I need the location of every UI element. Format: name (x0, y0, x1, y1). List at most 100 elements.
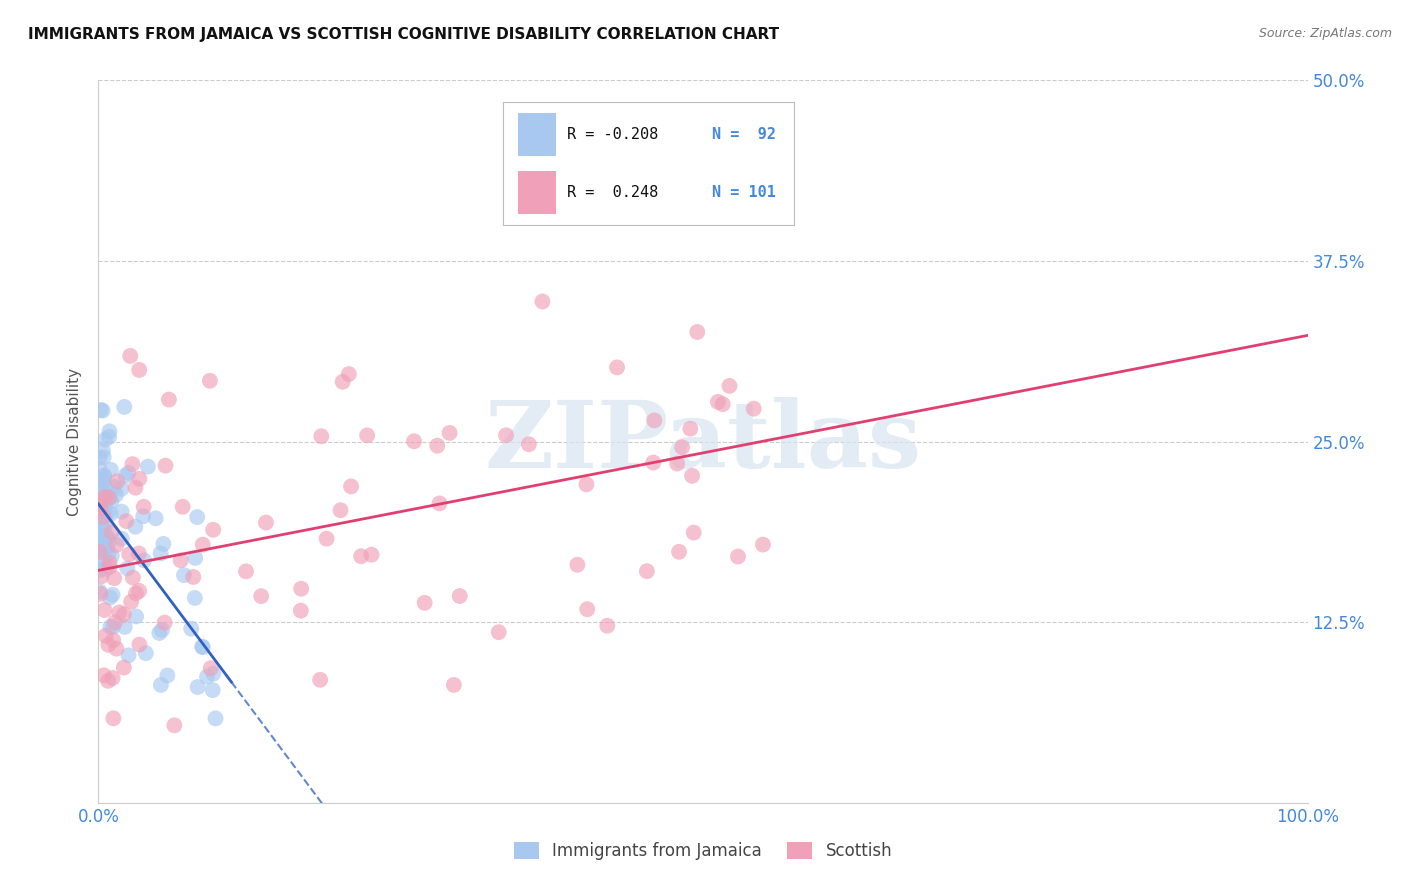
Point (679, 422, 702, 436)
Point (195, 670, 218, 684)
Point (128, 363, 150, 377)
Point (100, 463, 122, 477)
Point (150, 623, 173, 637)
Point (115, 514, 138, 528)
Point (94, 529, 117, 543)
Point (89, 542, 111, 557)
Point (91, 474, 114, 488)
Point (118, 547, 141, 561)
Point (718, 379, 741, 393)
Point (98, 591, 121, 605)
Point (103, 571, 125, 585)
Point (742, 401, 765, 416)
Point (145, 511, 167, 525)
Point (711, 397, 734, 411)
Point (91, 554, 114, 568)
Point (128, 547, 150, 561)
Point (643, 456, 665, 470)
Point (94, 503, 117, 517)
Legend: Immigrants from Jamaica, Scottish: Immigrants from Jamaica, Scottish (508, 835, 898, 867)
Point (426, 439, 449, 453)
Point (290, 604, 312, 618)
Point (125, 609, 148, 624)
Point (156, 668, 179, 682)
Point (517, 437, 540, 451)
Point (184, 591, 207, 605)
Point (567, 558, 589, 572)
Point (101, 549, 124, 563)
Point (101, 671, 124, 685)
Point (575, 477, 598, 491)
Point (439, 425, 461, 440)
Point (90, 520, 112, 534)
Point (449, 589, 471, 603)
Point (108, 606, 131, 620)
Point (329, 503, 352, 517)
Point (184, 550, 207, 565)
Point (112, 400, 135, 414)
Point (93, 510, 115, 524)
Point (731, 183, 754, 197)
Point (98, 430, 121, 444)
Point (235, 564, 257, 578)
Point (97, 673, 120, 688)
Point (89, 462, 111, 476)
Point (204, 711, 226, 725)
Point (117, 561, 139, 575)
Point (356, 428, 378, 442)
Point (98, 491, 121, 505)
Point (89, 563, 111, 577)
Point (443, 678, 465, 692)
Point (93, 468, 115, 483)
Point (93, 450, 115, 465)
Point (98, 491, 121, 506)
Point (98, 425, 121, 439)
Point (148, 626, 170, 640)
Point (202, 666, 225, 681)
Point (163, 718, 186, 732)
Point (132, 500, 155, 514)
Point (135, 646, 157, 660)
Point (100, 494, 122, 508)
Point (250, 589, 273, 603)
Point (173, 568, 195, 582)
Point (117, 648, 139, 663)
Point (90, 403, 112, 417)
Point (309, 673, 332, 687)
Point (752, 538, 775, 552)
Point (96, 530, 118, 544)
Point (350, 549, 373, 564)
Point (89, 500, 111, 515)
Point (97, 638, 120, 652)
Point (89, 512, 111, 526)
Point (110, 482, 132, 496)
Point (122, 571, 145, 585)
Text: IMMIGRANTS FROM JAMAICA VS SCOTTISH COGNITIVE DISABILITY CORRELATION CHART: IMMIGRANTS FROM JAMAICA VS SCOTTISH COGN… (28, 27, 779, 42)
Point (132, 553, 155, 567)
Point (686, 325, 709, 339)
Point (682, 525, 704, 540)
Point (132, 509, 155, 524)
Point (290, 582, 312, 596)
Point (96, 541, 118, 555)
Point (114, 620, 136, 634)
Point (89, 494, 111, 508)
Point (152, 537, 174, 551)
Point (93, 668, 115, 682)
Point (157, 392, 180, 407)
Point (103, 480, 125, 494)
Point (89, 489, 111, 503)
Point (172, 500, 194, 514)
Point (180, 622, 202, 636)
Point (90, 552, 112, 566)
Point (90, 541, 112, 556)
Point (96, 508, 118, 522)
Point (681, 468, 703, 483)
Point (89, 535, 111, 549)
Point (340, 479, 363, 493)
Point (402, 434, 425, 449)
Point (315, 532, 337, 546)
Point (666, 457, 689, 471)
Point (429, 496, 451, 510)
Point (94, 562, 117, 576)
